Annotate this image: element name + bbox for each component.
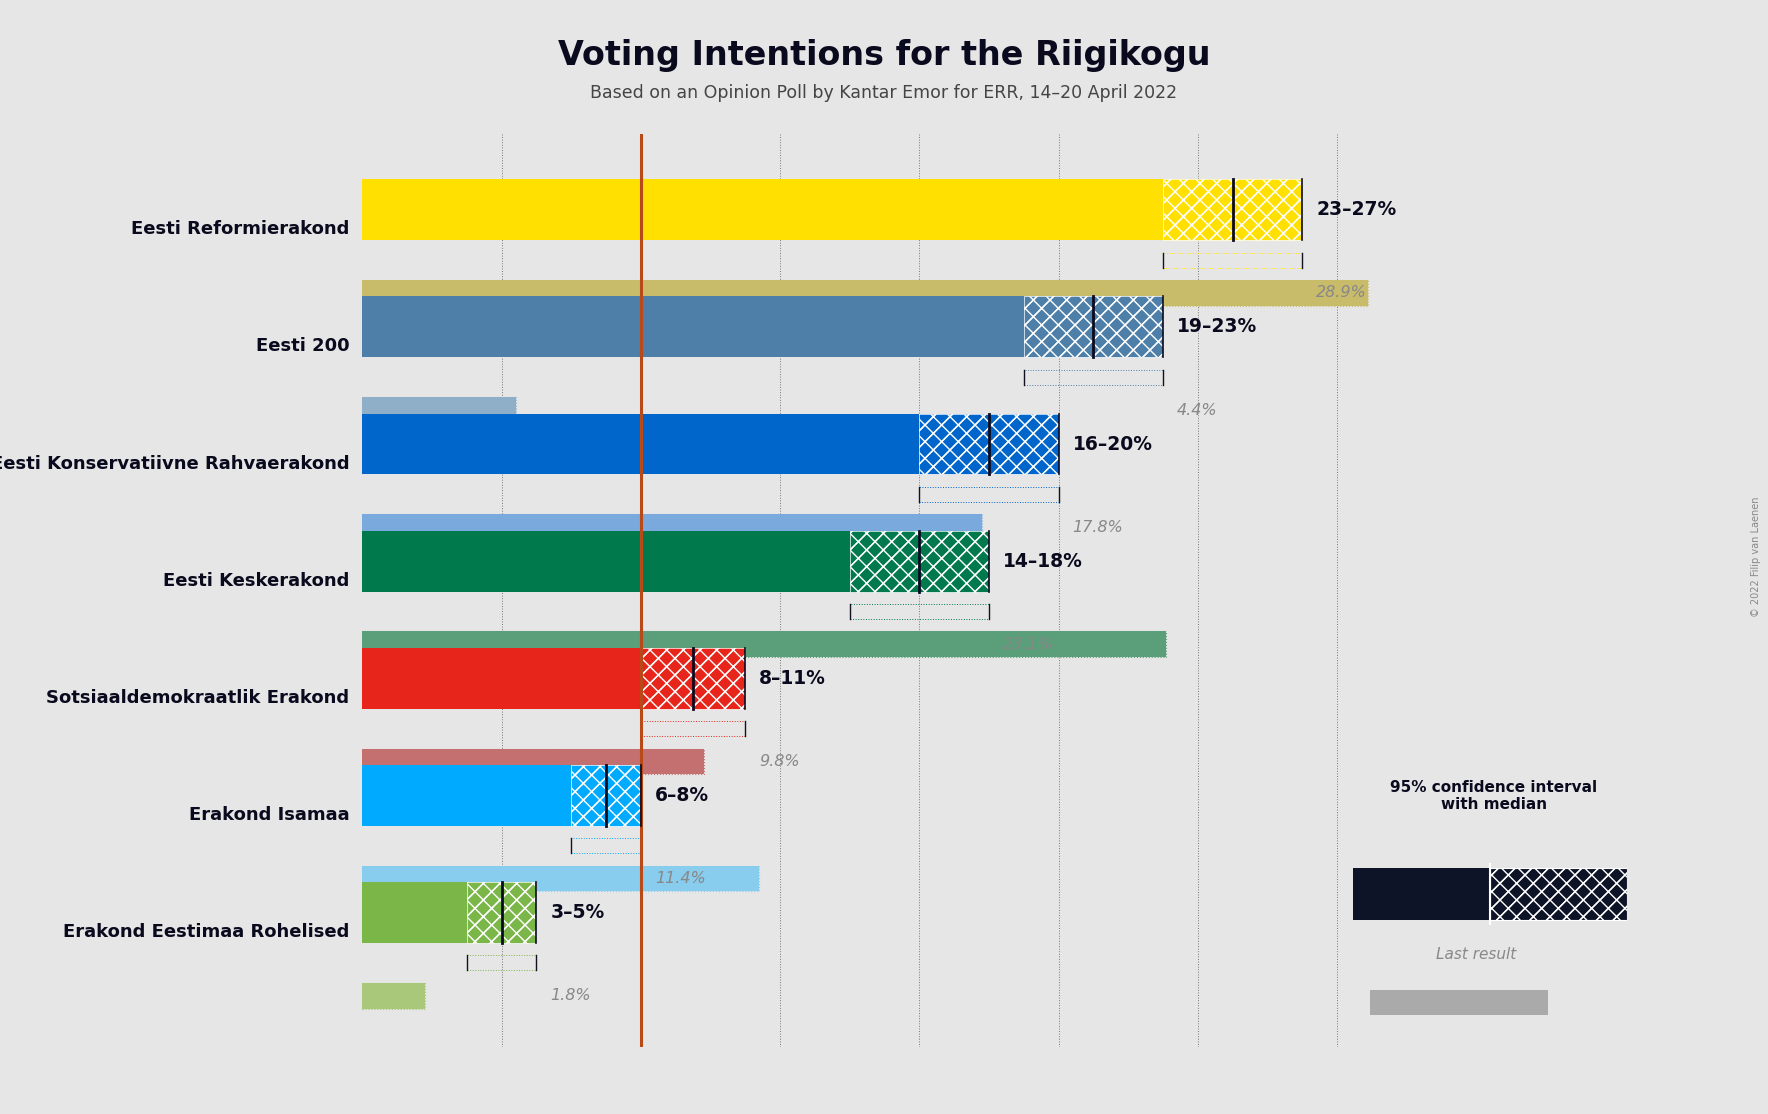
Bar	[362, 983, 424, 1008]
Text: 16–20%: 16–20%	[1073, 434, 1153, 453]
Bar	[919, 487, 1059, 502]
Bar	[1163, 179, 1303, 241]
Bar	[571, 765, 642, 825]
Bar	[362, 632, 1167, 657]
Bar	[850, 530, 988, 592]
Bar	[1353, 868, 1489, 920]
Text: © 2022 Filip van Laenen: © 2022 Filip van Laenen	[1750, 497, 1761, 617]
Bar	[919, 413, 1059, 475]
Text: 14–18%: 14–18%	[1002, 551, 1082, 570]
Bar	[1370, 990, 1549, 1015]
Bar	[362, 983, 424, 1008]
Bar	[362, 866, 758, 891]
Bar	[1489, 868, 1627, 920]
Bar	[642, 648, 746, 709]
Bar	[467, 882, 536, 942]
Bar	[362, 530, 850, 592]
Bar	[571, 765, 642, 825]
Bar	[362, 280, 1368, 306]
Bar	[1024, 296, 1163, 358]
Text: 8–11%: 8–11%	[758, 668, 826, 687]
Bar	[642, 648, 746, 709]
Text: 23.1%: 23.1%	[1002, 637, 1054, 652]
Text: 9.8%: 9.8%	[758, 754, 799, 769]
Text: Last result: Last result	[1436, 947, 1517, 961]
Bar	[850, 530, 988, 592]
Bar	[362, 413, 919, 475]
Text: 6–8%: 6–8%	[654, 785, 709, 805]
Bar	[362, 882, 467, 942]
Bar	[362, 515, 981, 540]
Bar	[1024, 296, 1163, 358]
Bar	[1163, 179, 1303, 241]
Bar	[1024, 370, 1163, 385]
Bar	[362, 515, 981, 540]
Bar	[642, 648, 746, 709]
Bar	[362, 280, 1368, 306]
Text: 3–5%: 3–5%	[550, 903, 605, 922]
Text: 11.4%: 11.4%	[654, 871, 705, 886]
Bar	[467, 955, 536, 970]
Bar	[362, 749, 704, 774]
Bar	[362, 296, 1024, 358]
Bar	[571, 765, 642, 825]
Text: Based on an Opinion Poll by Kantar Emor for ERR, 14–20 April 2022: Based on an Opinion Poll by Kantar Emor …	[591, 84, 1177, 101]
Bar	[362, 765, 571, 825]
Text: 28.9%: 28.9%	[1315, 285, 1367, 301]
Text: 17.8%: 17.8%	[1073, 519, 1123, 535]
Bar	[1163, 253, 1303, 267]
Bar	[362, 866, 758, 891]
Bar	[467, 882, 536, 942]
Bar	[1489, 868, 1627, 920]
Text: 23–27%: 23–27%	[1315, 201, 1397, 219]
Bar	[919, 413, 1059, 475]
Bar	[919, 413, 1059, 475]
Text: 1.8%: 1.8%	[550, 988, 591, 1003]
Bar	[362, 632, 1167, 657]
Bar	[362, 648, 642, 709]
Bar	[362, 749, 704, 774]
Bar	[362, 398, 516, 423]
Bar	[362, 398, 516, 423]
Text: Voting Intentions for the Riigikogu: Voting Intentions for the Riigikogu	[557, 39, 1211, 72]
Text: 4.4%: 4.4%	[1177, 402, 1218, 418]
Bar	[1163, 179, 1303, 241]
Bar	[467, 882, 536, 942]
Text: 95% confidence interval
with median: 95% confidence interval with median	[1390, 780, 1598, 812]
Bar	[571, 838, 642, 853]
Bar	[850, 530, 988, 592]
Bar	[850, 604, 988, 619]
Bar	[362, 179, 1163, 241]
Bar	[642, 721, 746, 736]
Text: 19–23%: 19–23%	[1177, 317, 1257, 336]
Bar	[1024, 296, 1163, 358]
